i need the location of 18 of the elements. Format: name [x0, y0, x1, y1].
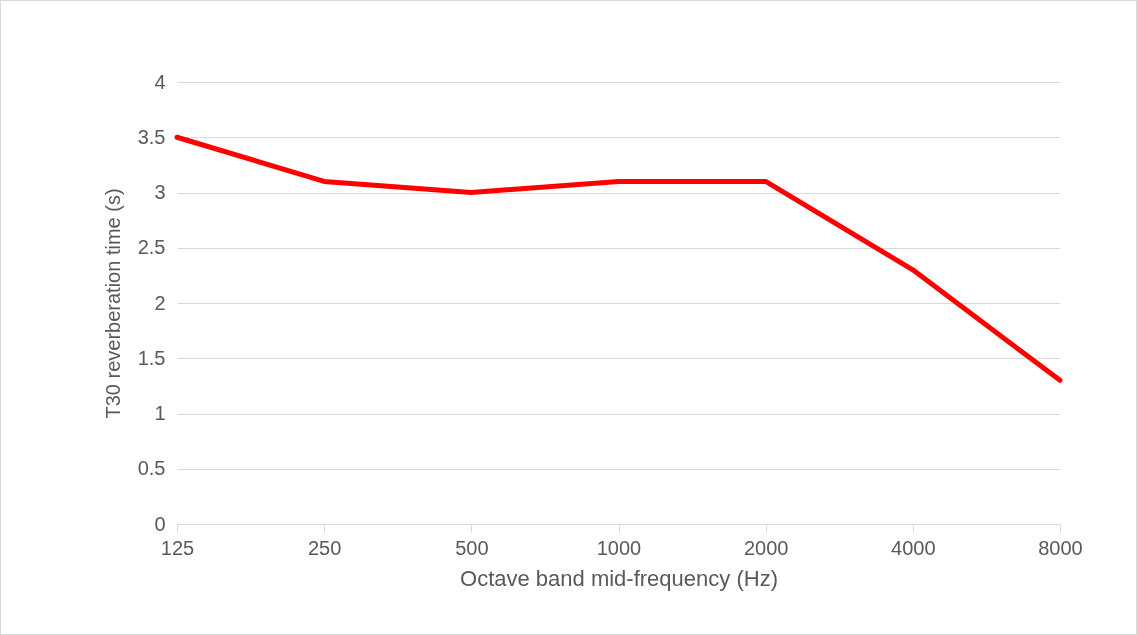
x-tick-label: 1000: [596, 536, 642, 559]
x-axis-title: Octave band mid-frequency (Hz): [460, 565, 778, 591]
y-tick-label: 2: [154, 291, 166, 314]
x-tick-label: 4000: [891, 536, 936, 559]
y-tick-label: 2.5: [137, 236, 166, 259]
y-tick-label: 0: [154, 512, 166, 535]
y-tick-label: 3: [154, 181, 166, 203]
y-axis-title: T30 reverberation time (s): [101, 188, 124, 419]
y-tick-label: 4: [154, 70, 166, 93]
x-tick-label: 8000: [1038, 536, 1083, 559]
y-tick-label: 3.5: [137, 125, 166, 148]
x-tick-label: 125: [160, 536, 195, 559]
y-tick-label: 1: [154, 402, 166, 424]
x-tick-label: 250: [307, 536, 342, 559]
y-tick-label: 0.5: [137, 457, 166, 480]
y-tick-label: 1.5: [137, 346, 166, 369]
x-tick-label: 2000: [743, 536, 789, 559]
x-tick-label: 500: [455, 536, 489, 559]
